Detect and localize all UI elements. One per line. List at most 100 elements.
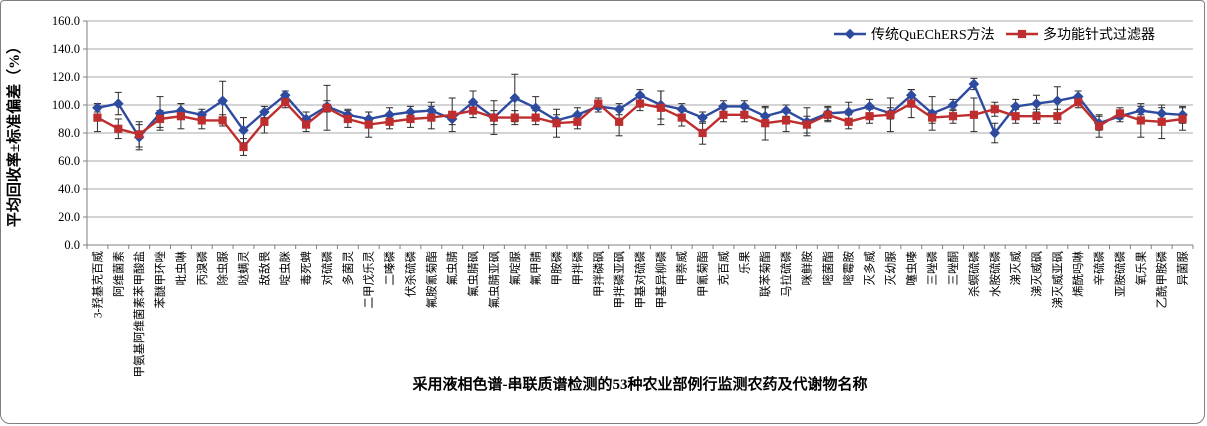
data-point-square (1115, 109, 1125, 118)
x-tick-label: 亚胺硫磷 (1113, 251, 1127, 297)
data-point-square (781, 116, 791, 125)
data-point-diamond (1156, 108, 1168, 119)
data-point-square (969, 110, 978, 119)
data-point-square (427, 113, 436, 122)
data-point-diamond (530, 102, 541, 114)
data-point-diamond (112, 98, 124, 109)
data-point-square (823, 110, 832, 119)
x-tick-label: 氟啶脲 (508, 251, 522, 286)
data-point-diamond (676, 103, 688, 115)
gridlines (87, 20, 1193, 218)
data-point-square (218, 116, 227, 125)
data-point-square (844, 117, 853, 126)
y-tick-label: 20.0 (58, 210, 80, 224)
series-needle-filter (93, 98, 1187, 152)
data-point-diamond (697, 112, 708, 123)
x-tick-label: 涕灭威亚砜 (1050, 251, 1064, 309)
data-point-square (1136, 116, 1145, 125)
x-tick-label: 异菌脲 (1177, 251, 1190, 286)
data-point-square (990, 105, 999, 114)
data-point-square (510, 113, 519, 122)
data-point-diamond (718, 101, 729, 112)
x-tick-label: 甲拌磷 (570, 251, 584, 286)
data-point-square (677, 113, 686, 122)
legend-diamond-marker (844, 28, 856, 40)
x-tick-label: 氟甲腈 (530, 251, 543, 286)
legend-square-marker (1017, 29, 1027, 39)
legend: 传统QuEChERS方法 多功能针式过滤器 (834, 26, 1155, 43)
x-tick-label: 敌敌畏 (257, 251, 271, 286)
x-tick-label: 伏杀硫磷 (403, 251, 417, 297)
data-point-square (865, 112, 874, 121)
data-point-square (260, 117, 269, 126)
data-point-square (698, 128, 707, 138)
x-tick-label: 二甲戊乐灵 (363, 251, 376, 309)
y-tick-label: 40.0 (58, 182, 80, 196)
data-point-square (468, 106, 478, 115)
x-tick-label: 阿维菌素 (112, 251, 125, 297)
y-tick-label: 160.0 (52, 14, 80, 28)
y-tick-label: 60.0 (58, 154, 80, 168)
data-point-diamond (509, 92, 521, 104)
x-tick-label: 三唑磷 (926, 251, 939, 286)
data-point-diamond (92, 102, 103, 114)
data-point-square (573, 117, 582, 126)
x-tick-label: 联苯菊酯 (758, 251, 772, 297)
x-tick-label: 氟虫腈亚砜 (488, 251, 501, 309)
data-point-diamond (1031, 98, 1042, 109)
data-point-square (1157, 117, 1166, 126)
y-tick-label: 100.0 (52, 98, 80, 112)
data-point-diamond (238, 124, 249, 136)
data-point-square (552, 119, 561, 128)
x-tick-label: 苯醚甲环唑 (153, 251, 167, 309)
data-point-square (281, 98, 290, 107)
y-tick-label: 140.0 (52, 42, 80, 56)
x-tick-label: 辛硫磷 (1092, 251, 1106, 286)
data-point-square (1011, 112, 1020, 121)
x-tick-label: 嘧霉胺 (842, 251, 856, 286)
data-point-square (302, 120, 311, 129)
data-point-square (1032, 112, 1041, 121)
data-point-diamond (989, 127, 1001, 139)
x-tick-label: 咪鲜胺 (800, 251, 814, 286)
data-point-square (656, 103, 665, 112)
data-point-diamond (1010, 101, 1021, 112)
x-tick-labels: 3-羟基克百威 阿维菌素 甲氨基阿维菌素苯甲酸盐 苯醚甲环唑 吡虫啉 丙溴磷 除虫脲 哒螨灵敌… (90, 251, 1189, 378)
x-tick-label: 甲基对硫磷 (633, 251, 647, 309)
data-point-square (114, 124, 123, 133)
x-tick-label: 多菌灵 (341, 251, 355, 286)
data-point-square (719, 110, 728, 119)
legend-label: 多功能针式过滤器 (1043, 26, 1155, 43)
x-tick-label: 涕灭威砜 (1029, 251, 1043, 297)
x-tick-label: 马拉硫磷 (779, 251, 793, 297)
x-tick-label: 吡虫啉 (175, 251, 188, 286)
data-point-square (740, 110, 749, 119)
data-point-square (1053, 112, 1062, 121)
data-point-diamond (739, 101, 750, 112)
data-point-square (594, 99, 603, 108)
x-tick-label: 甲萘威 (676, 251, 689, 286)
y-tick-label: 0.0 (64, 238, 80, 252)
x-tick-label: 对硫磷 (320, 251, 334, 286)
x-tick-label: 哒螨灵 (237, 251, 251, 286)
data-point-square (635, 99, 645, 108)
data-point-square (615, 117, 624, 126)
data-point-diamond (968, 78, 980, 90)
data-point-square (343, 114, 352, 124)
data-point-diamond (947, 99, 959, 111)
x-axis-title: 采用液相色谱-串联质谱检测的53种农业部例行监测农药及代谢物名称 (412, 375, 868, 393)
x-tick-label: 灭幼脲 (884, 251, 897, 286)
x-tick-label: 甲氰菊酯 (696, 251, 710, 297)
x-tick-label: 甲胺磷 (550, 251, 564, 286)
x-tick-label: 乙酰甲胺磷 (1155, 251, 1169, 309)
data-point-diamond (613, 103, 625, 115)
data-point-diamond (1052, 95, 1063, 107)
x-tick-label: 乐果 (738, 251, 751, 274)
x-tick-label: 杀螟硫磷 (967, 251, 981, 297)
data-point-square (385, 117, 394, 126)
legend-item-needle-filter: 多功能针式过滤器 (1006, 26, 1155, 43)
x-tick-label: 丙溴磷 (195, 251, 209, 286)
legend-label: 传统QuEChERS方法 (871, 27, 995, 43)
